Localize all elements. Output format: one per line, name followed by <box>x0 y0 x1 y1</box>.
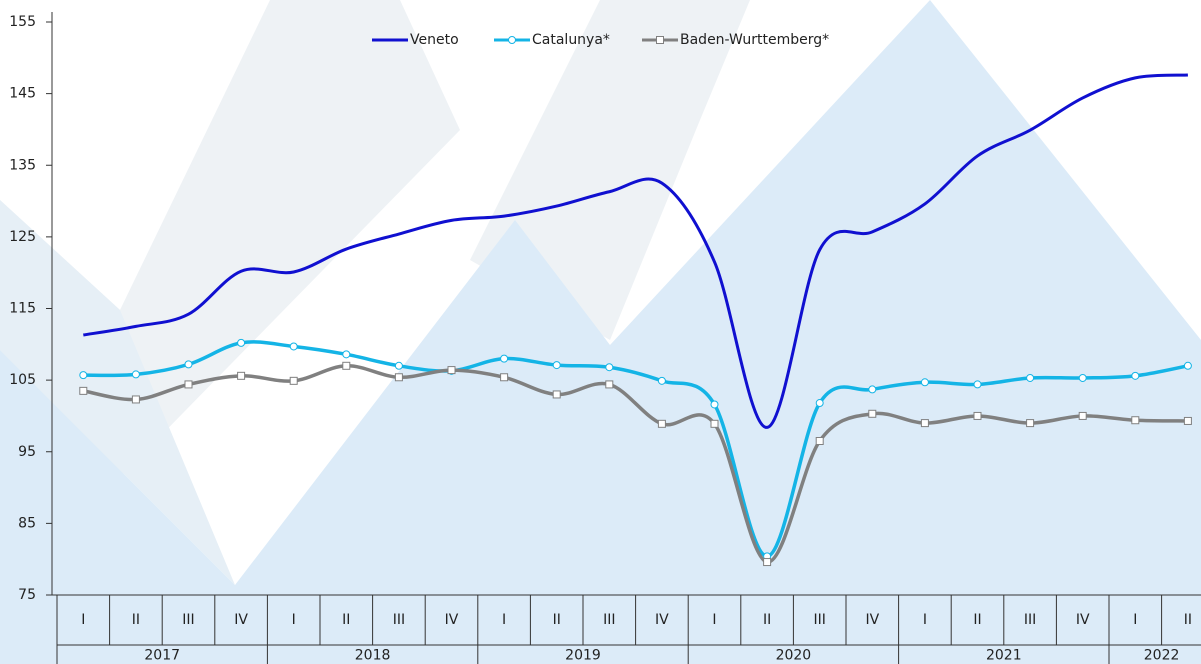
x-group-label: 2021 <box>986 648 1022 664</box>
marker <box>973 411 982 420</box>
x-group-label: 2022 <box>1144 648 1180 664</box>
marker <box>447 366 456 375</box>
series-line <box>83 73 1188 429</box>
x-tick-label: II <box>342 612 350 628</box>
marker <box>815 399 824 408</box>
x-tick-label: IV <box>445 612 459 628</box>
marker <box>500 373 509 382</box>
y-tick-label: 95 <box>18 444 36 460</box>
series-line <box>83 340 1189 559</box>
x-tick-label: I <box>923 612 927 628</box>
marker <box>1026 373 1035 382</box>
series <box>79 361 1192 567</box>
marker <box>552 390 561 399</box>
marker <box>920 419 929 428</box>
x-tick-label: IV <box>1076 612 1090 628</box>
legend-label: Veneto <box>410 32 459 48</box>
marker <box>605 380 614 389</box>
marker <box>1131 416 1140 425</box>
y-tick-label: 145 <box>9 86 36 102</box>
x-tick-label: II <box>553 612 561 628</box>
x-tick-label: I <box>292 612 296 628</box>
marker <box>605 363 614 372</box>
marker <box>508 36 516 44</box>
marker <box>342 350 351 359</box>
marker <box>237 338 246 347</box>
marker <box>868 385 877 394</box>
marker <box>815 437 824 446</box>
x-tick-label: I <box>81 612 85 628</box>
marker <box>184 380 193 389</box>
marker <box>289 376 298 385</box>
marker <box>552 361 561 370</box>
legend: Veneto Catalunya* Baden-Wurttemberg* <box>372 32 829 48</box>
y-tick-label: 155 <box>9 14 36 30</box>
marker <box>710 400 719 409</box>
marker <box>1183 361 1192 370</box>
x-tick-label: III <box>393 612 405 628</box>
marker <box>289 342 298 351</box>
y-tick-label: 105 <box>9 372 36 388</box>
x-tick-label: III <box>603 612 615 628</box>
x-group-label: 2020 <box>776 648 812 664</box>
series <box>79 338 1192 561</box>
marker <box>710 419 719 428</box>
marker <box>394 373 403 382</box>
y-tick-label: 125 <box>9 229 36 245</box>
x-tick-label: I <box>1133 612 1137 628</box>
marker <box>79 386 88 395</box>
marker <box>1078 411 1087 420</box>
marker <box>657 376 666 385</box>
x-tick-label: I <box>502 612 506 628</box>
y-tick-label: 75 <box>18 587 36 603</box>
y-tick-label: 135 <box>9 157 36 173</box>
marker <box>973 380 982 389</box>
x-group-label: 2017 <box>144 648 180 664</box>
y-tick-label: 85 <box>18 515 36 531</box>
marker <box>131 395 140 404</box>
series <box>83 73 1188 429</box>
x-tick-label: III <box>1024 612 1036 628</box>
marker <box>1131 371 1140 380</box>
marker <box>237 371 246 380</box>
marker <box>1026 419 1035 428</box>
x-tick-label: IV <box>655 612 669 628</box>
marker <box>657 419 666 428</box>
x-tick-label: II <box>763 612 771 628</box>
marker <box>868 409 877 418</box>
marker <box>79 371 88 380</box>
x-tick-label: II <box>973 612 981 628</box>
x-tick-label: III <box>182 612 194 628</box>
marker <box>184 360 193 369</box>
x-tick-label: II <box>1184 612 1192 628</box>
marker <box>131 370 140 379</box>
marker <box>656 36 664 44</box>
legend-label: Baden-Wurttemberg* <box>680 32 829 48</box>
marker <box>342 361 351 370</box>
x-group-label: 2018 <box>355 648 391 664</box>
x-group-label: 2019 <box>565 648 601 664</box>
marker <box>1183 416 1192 425</box>
x-tick-label: IV <box>234 612 248 628</box>
x-tick-label: IV <box>865 612 879 628</box>
marker <box>1078 373 1087 382</box>
x-tick-label: II <box>132 612 140 628</box>
x-tick-label: I <box>712 612 716 628</box>
marker <box>763 558 772 567</box>
x-tick-label: III <box>814 612 826 628</box>
legend-label: Catalunya* <box>532 32 610 48</box>
marker <box>920 378 929 387</box>
marker <box>394 361 403 370</box>
y-tick-label: 115 <box>9 301 36 317</box>
marker <box>500 354 509 363</box>
